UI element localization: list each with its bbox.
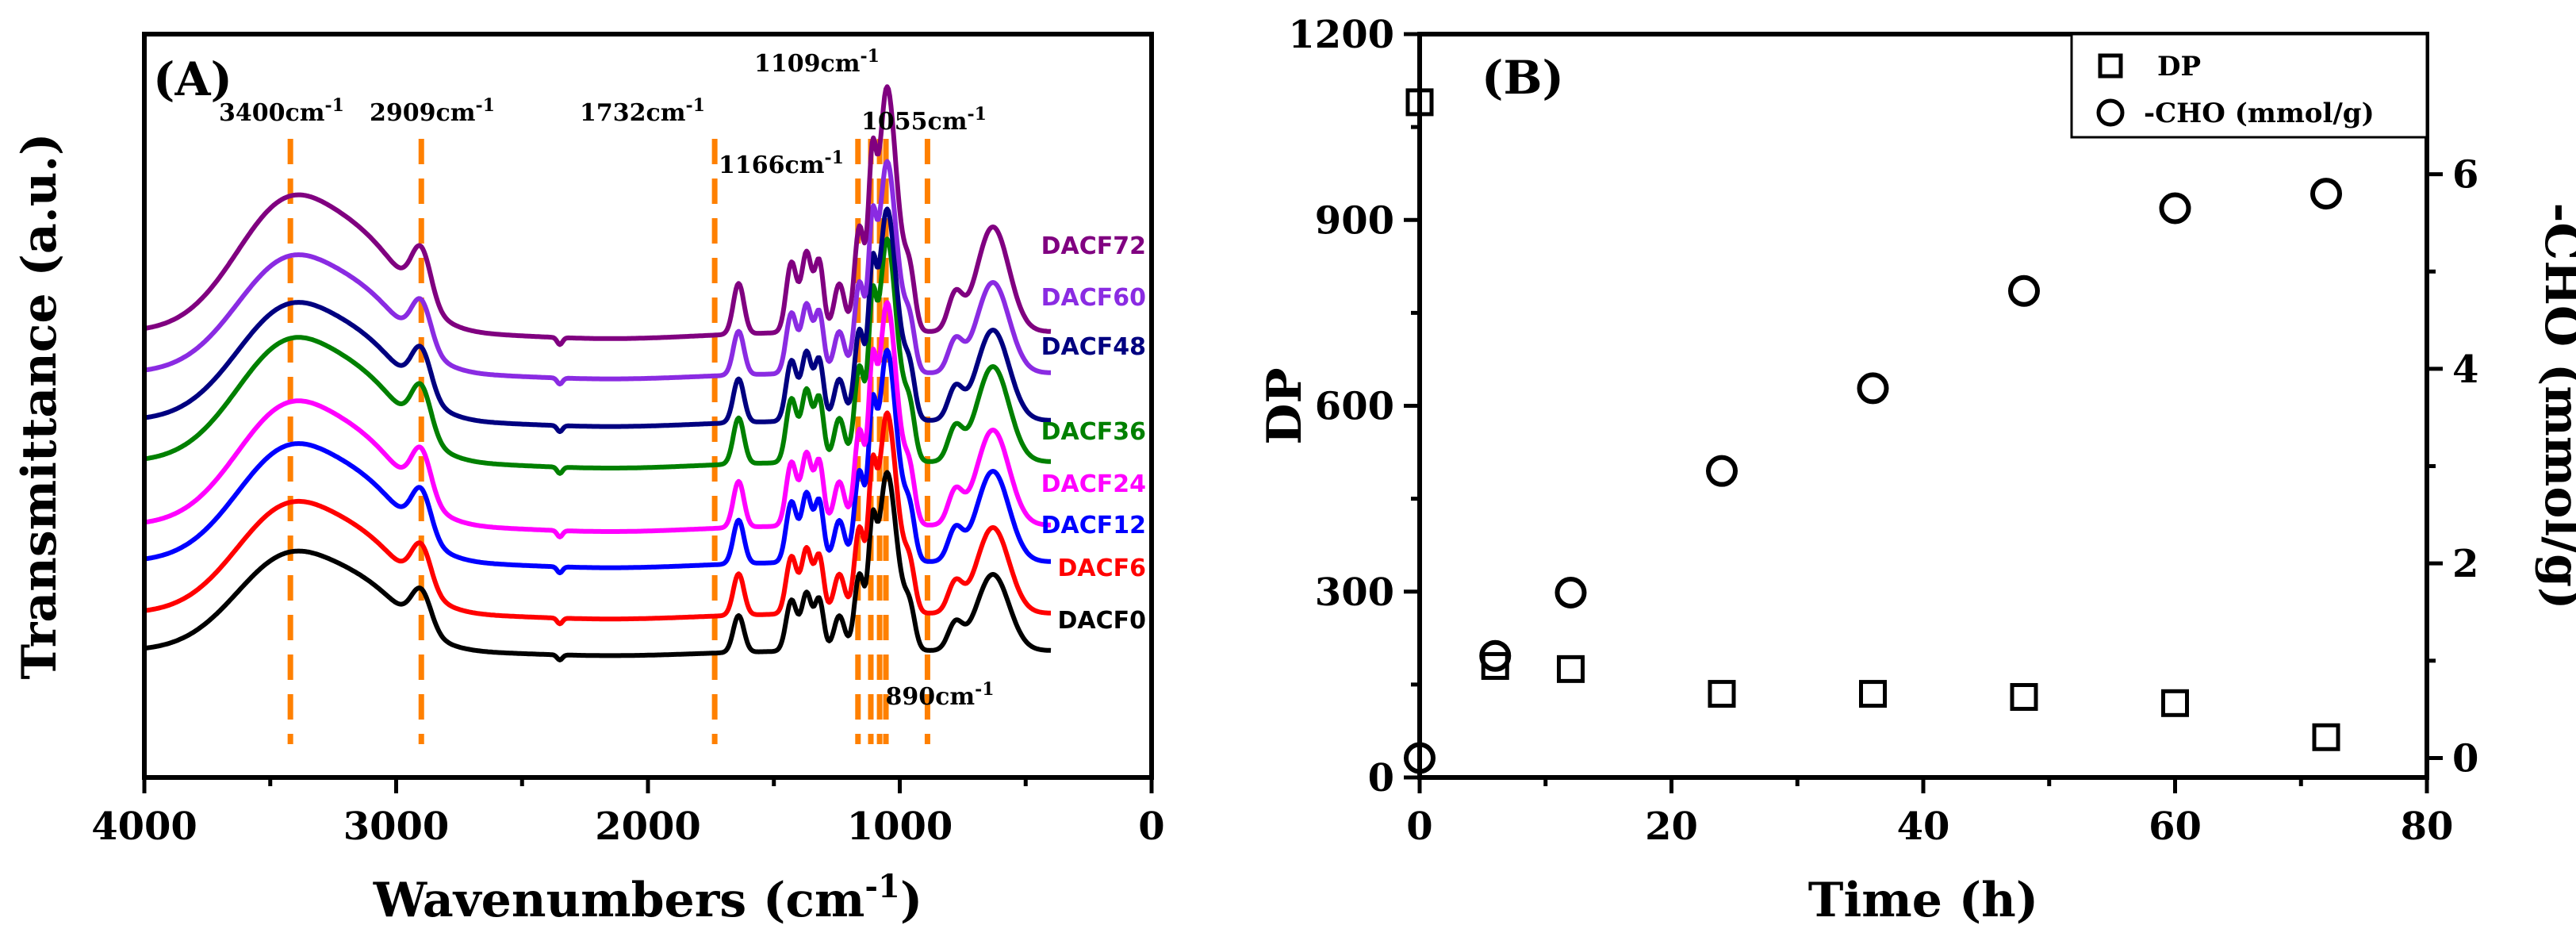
axis-ticks: 0 20 40 60 80 0 300 600 900 1200 0 2 4 6	[1288, 13, 2478, 849]
chart-b-frame	[1417, 32, 2429, 780]
dp-point	[1859, 680, 1887, 708]
peak-label-sup: -1	[861, 46, 880, 67]
peak-label-text: 1732cm	[580, 99, 686, 127]
y-tick-label: 900	[1315, 198, 1394, 243]
series-label-dacf6: DACF6	[1057, 555, 1146, 582]
ftir-chart-panel: 4000 3000 2000 1000 0 (A) Transmittance (a.u…	[12, 32, 1165, 928]
spectrum-dacf36	[143, 236, 1052, 476]
x-title-sup: -1	[864, 868, 899, 905]
cho-point	[1479, 639, 1512, 672]
x-tick-label: 2000	[595, 804, 701, 849]
peak-label-sup: -1	[968, 104, 987, 125]
peak-label-text: 3400cm	[219, 99, 325, 127]
x-tick-label: 3000	[343, 804, 450, 849]
y-tick-label: 0	[1368, 756, 1394, 800]
y-tick-label: 1200	[1288, 13, 1394, 57]
dp-point	[2161, 689, 2189, 717]
dp-cho-chart-panel: 0 20 40 60 80 0 300 600 900 1200 0 2 4 6 (B) DP -CHO …	[1257, 13, 2576, 928]
y-right-tick-label: 6	[2452, 153, 2478, 198]
series-label-dacf60: DACF60	[1041, 284, 1146, 312]
peak-labels: 3400cm-1 2909cm-1 1732cm-11166cm-11109cm-1…	[219, 46, 995, 711]
ftir-y-axis-title: Transmittance (a.u.)	[12, 132, 67, 679]
dp-y-axis-title: DP	[1257, 367, 1313, 444]
legend-square-marker	[2098, 53, 2123, 79]
x-title-suffix: )	[900, 873, 922, 928]
series-label-dacf0: DACF0	[1057, 607, 1146, 635]
y-right-tick-label: 4	[2452, 347, 2478, 392]
y-right-tick-label: 2	[2452, 542, 2478, 586]
y-tick-label: 600	[1315, 385, 1394, 429]
series-labels: DACF0 DACF6 DACF12 DACF24 DACF36 DACF48 DACF60…	[1041, 232, 1146, 635]
peak-label-sup: -1	[686, 95, 705, 116]
cho-point	[1857, 372, 1889, 405]
peak-label-text: 1109cm	[754, 50, 861, 78]
dp-point	[1557, 654, 1585, 683]
legend: DP -CHO (mmol/g)	[2070, 33, 2428, 139]
cho-point	[1554, 576, 1587, 608]
y-right-tick-label: 0	[2452, 736, 2478, 781]
peak-label-sup: -1	[476, 95, 495, 116]
peak-label-text: 890cm	[885, 683, 975, 711]
peak-label: 890cm-1	[885, 679, 994, 711]
x-title-main: Wavenumbers (cm	[373, 873, 865, 928]
peak-label-sup: -1	[325, 95, 344, 116]
x-tick-label: 20	[1645, 804, 1698, 849]
series-label-dacf24: DACF24	[1041, 470, 1146, 498]
cho-point	[1706, 455, 1738, 487]
legend-label-cho: -CHO (mmol/g)	[2144, 98, 2375, 129]
dp-point	[2010, 682, 2038, 711]
x-tick-label: 40	[1897, 804, 1950, 849]
peak-label: 1109cm-1	[754, 46, 880, 78]
x-tick-label: 0	[1138, 804, 1164, 849]
peak-label-sup: -1	[975, 679, 994, 700]
peak-label: 3400cm-1	[219, 95, 344, 127]
legend-label-dp: DP	[2157, 51, 2201, 83]
y-tick-label: 300	[1315, 570, 1394, 615]
x-tick-label: 80	[2401, 804, 2454, 849]
peak-label: 1166cm-1	[719, 148, 844, 179]
time-x-axis-title: Time (h)	[1808, 873, 2038, 928]
panel-label-a: (A)	[153, 52, 232, 106]
x-tick-label: 0	[1406, 804, 1432, 849]
x-tick-label: 60	[2149, 804, 2202, 849]
peak-label-text: 1055cm	[861, 108, 968, 136]
spectrum-dacf60	[143, 159, 1052, 387]
spectra-curves	[143, 84, 1052, 662]
x-tick-label: 1000	[847, 804, 953, 849]
spectrum-dacf24	[143, 300, 1052, 539]
peak-label-text: 2909cm	[370, 99, 476, 127]
ftir-x-axis-title: Wavenumbers (cm-1)	[373, 868, 922, 928]
spectrum-dacf72	[143, 84, 1052, 347]
chart-a-frame	[142, 32, 1154, 780]
x-tick-label: 4000	[91, 804, 197, 849]
peak-label: 1055cm-1	[861, 104, 987, 136]
cho-point	[2159, 192, 2191, 225]
peak-label: 2909cm-1	[370, 95, 495, 127]
spectrum-dacf48	[143, 206, 1052, 435]
spectrum-dacf6	[143, 410, 1052, 627]
spectrum-dacf12	[143, 347, 1052, 576]
dp-point	[1708, 680, 1736, 708]
series-label-dacf48: DACF48	[1041, 333, 1146, 361]
peak-label-text: 1166cm	[719, 152, 825, 179]
peak-label: 1732cm-1	[580, 95, 705, 127]
series-label-dacf36: DACF36	[1041, 418, 1146, 446]
series-label-dacf72: DACF72	[1041, 232, 1146, 260]
cho-point	[2008, 274, 2040, 307]
data-points	[1404, 88, 2342, 774]
cho-y-axis-title: -CHO (mmol/g)	[2534, 203, 2576, 610]
x-ticks: 4000 3000 2000 1000 0	[91, 777, 1165, 849]
cho-point	[2310, 178, 2342, 210]
spectrum-dacf0	[143, 470, 1052, 662]
series-label-dacf12: DACF12	[1041, 512, 1146, 539]
peak-label-sup: -1	[825, 148, 844, 168]
dp-point	[2312, 723, 2340, 751]
legend-circle-marker	[2096, 98, 2125, 127]
panel-label-b: (B)	[1482, 51, 1564, 105]
legend-box	[2070, 33, 2428, 139]
